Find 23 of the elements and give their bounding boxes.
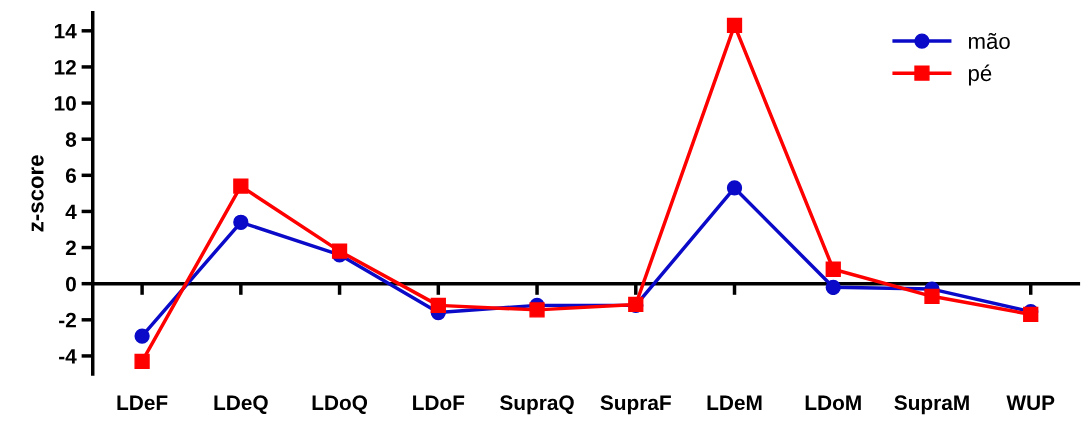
x-tick-label: LDoQ: [312, 395, 368, 414]
legend-label: pé: [968, 64, 992, 86]
y-tick-label: 2: [65, 240, 76, 256]
y-tick-label: 10: [54, 96, 76, 111]
x-tick-label: SupraF: [600, 395, 671, 415]
x-tick-label: SupraM: [894, 395, 969, 415]
y-tick-label: -2: [59, 312, 76, 328]
x-tick-label: LDoF: [413, 395, 465, 411]
x-tick-label: WUP: [1006, 395, 1055, 411]
x-tick-label: LDeM: [707, 395, 762, 411]
y-tick-label: 14: [54, 24, 77, 39]
x-tick-label: LDoM: [805, 395, 861, 411]
y-tick-label: 0: [66, 276, 76, 292]
x-tick-label: LDeQ: [214, 395, 268, 414]
x-tick-label: SupraQ: [500, 395, 574, 415]
legend-label: mão: [968, 32, 1010, 50]
x-tick-label: LDeF: [117, 395, 168, 411]
y-tick-label: -4: [59, 349, 77, 364]
y-tick-label: 6: [65, 168, 77, 184]
y-tick-label: 8: [65, 132, 77, 147]
y-tick-label: 12: [54, 59, 76, 75]
y-tick-label: 4: [65, 204, 77, 219]
y-axis-title: z-score: [31, 155, 44, 232]
